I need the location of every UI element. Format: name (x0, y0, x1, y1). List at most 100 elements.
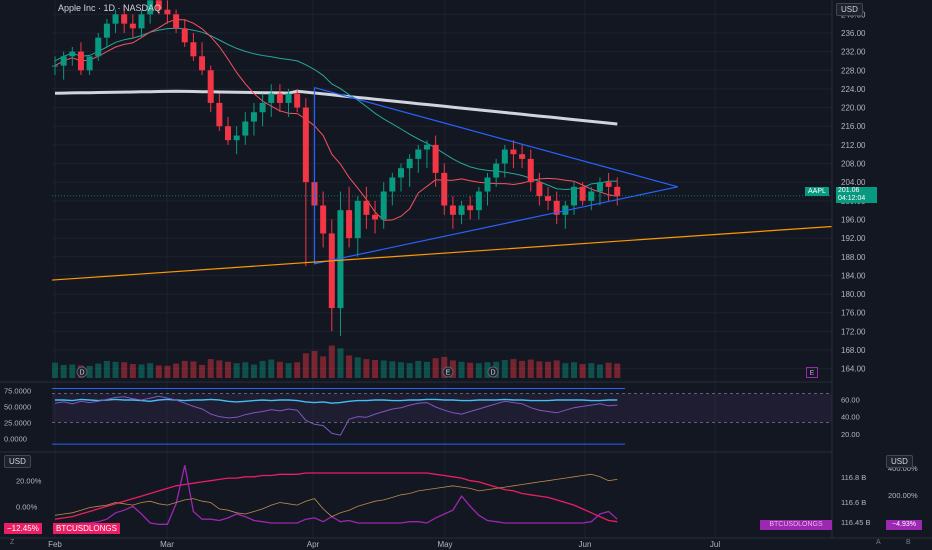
volume-bar (69, 364, 76, 378)
candle-body (181, 28, 188, 43)
candle-body (536, 182, 543, 197)
candle-body (449, 205, 456, 215)
volume-bar (596, 364, 603, 378)
candle-body (77, 51, 84, 71)
price-tick: 184.00 (841, 271, 866, 280)
volume-bar (285, 363, 292, 378)
volume-bar (380, 360, 387, 378)
price-tick: 188.00 (841, 253, 866, 262)
price-tick: 172.00 (841, 327, 866, 336)
volume-bar (510, 359, 517, 378)
volume-bar (458, 361, 465, 378)
volume-bar (571, 362, 577, 378)
grid (52, 0, 832, 538)
bottom-right-tick: 116.8 B (841, 473, 866, 482)
candle-body (389, 177, 396, 192)
symbol-title[interactable]: Apple Inc · 1D · NASDAQ (58, 3, 162, 13)
volume-bar (441, 356, 448, 378)
volume-bars (52, 345, 621, 378)
time-tick: Apr (307, 540, 320, 549)
candle-body (86, 56, 93, 71)
candle-body (380, 191, 387, 220)
bottom-series-name[interactable]: BTCUSDLONGS (53, 523, 120, 534)
volume-bar (60, 364, 67, 378)
candle-body (216, 102, 223, 127)
price-tick: 168.00 (841, 346, 866, 355)
candle-body (467, 205, 474, 211)
candle-body (233, 135, 240, 141)
volume-bar (138, 364, 145, 378)
price-tick: 212.00 (841, 141, 866, 150)
rsi-right-tick: 20.00 (841, 430, 860, 439)
rsi-left-tick: 50.0000 (4, 402, 31, 411)
volume-bar (103, 360, 110, 378)
candle-body (52, 65, 58, 67)
candle-body (406, 158, 413, 169)
bottom-pane (0, 451, 932, 525)
volume-bar (475, 363, 482, 378)
candle-body (69, 51, 76, 57)
currency-label[interactable]: USD (836, 3, 863, 16)
triangle-pattern (313, 86, 678, 265)
candle-body (605, 182, 612, 187)
bottom-right-tick: 200.00% (888, 491, 918, 500)
candle-body (614, 186, 621, 197)
candle-body (527, 158, 534, 183)
volume-bar (354, 357, 361, 378)
candle-body (596, 182, 603, 192)
candle-body (199, 56, 206, 71)
auto-scale-icon[interactable]: A (876, 539, 881, 546)
price-tick: 204.00 (841, 178, 866, 187)
candle-body (103, 23, 110, 38)
marker-label: E (446, 370, 451, 377)
candle-body (268, 93, 275, 103)
volume-bar (250, 364, 257, 378)
ma-200-line (54, 89, 618, 126)
volume-bar (449, 360, 456, 378)
volume-bar (155, 365, 162, 378)
volume-bar (519, 360, 526, 378)
volume-bar (268, 359, 275, 378)
volume-bar (423, 361, 430, 378)
volume-bar (320, 356, 327, 378)
rsi-pane (0, 381, 932, 445)
candle-body (328, 233, 335, 309)
volume-bar (398, 362, 404, 378)
volume-bar (415, 360, 422, 378)
candle-body (372, 214, 379, 220)
last-price-tag: 201.06 04:12:04 (836, 187, 877, 203)
price-tick: 220.00 (841, 104, 866, 113)
bottom-right-tick: 116.45 B (841, 518, 870, 527)
candle-body (501, 149, 508, 164)
candle-body (458, 205, 465, 215)
candle-body (285, 93, 292, 103)
price-tick: 196.00 (841, 215, 866, 224)
time-tick: Mar (160, 540, 174, 549)
log-scale-icon[interactable]: B (906, 539, 911, 546)
marker-label: D (490, 370, 495, 377)
candle-body (363, 200, 370, 215)
candle-body (415, 149, 422, 159)
zoom-icon[interactable]: Z (10, 539, 15, 546)
currency-label-bottom[interactable]: USD (4, 455, 31, 468)
volume-bar (363, 359, 370, 378)
ma-20-line (54, 18, 618, 221)
candle-body (60, 56, 67, 66)
candle-body (510, 149, 517, 155)
volume-bar (190, 361, 197, 378)
candle-body (346, 210, 353, 239)
volume-bar (225, 361, 231, 378)
dividend-marker (487, 366, 499, 378)
price-line (54, 473, 618, 518)
support-trendline (51, 225, 833, 281)
candle-body (354, 200, 361, 239)
candle-body (294, 93, 301, 108)
earnings-flag[interactable]: E (806, 367, 818, 378)
price-axis-bg (832, 0, 932, 538)
bottom-series-value: −12.45% (4, 523, 42, 534)
candle-body (519, 154, 526, 159)
currency-label-bottom-right[interactable]: USD (886, 455, 913, 468)
volume-bar (233, 363, 240, 378)
